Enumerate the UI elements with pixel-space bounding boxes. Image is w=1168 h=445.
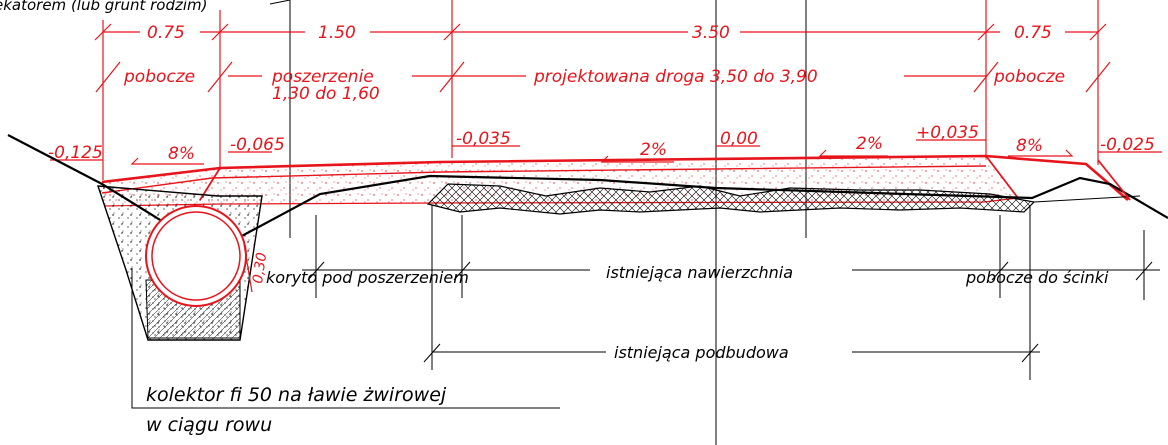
- collector-pipe-inner: [151, 211, 241, 301]
- label-nawierzchnia: istniejąca nawierzchnia: [606, 263, 793, 282]
- slope-label: 2%: [640, 140, 667, 160]
- dimension-label: 0.75: [147, 23, 185, 43]
- dimension-label: 0.75: [1014, 23, 1052, 43]
- dimension-label: 3.50: [692, 23, 730, 43]
- collector-leader-line: [131, 268, 560, 409]
- zone-label-lines: [95, 61, 1111, 93]
- zone-label-poszerzenie: poszerzenie: [271, 67, 374, 87]
- elevation-label: -0,025: [1100, 135, 1155, 155]
- slope-label: 8%: [1016, 136, 1043, 156]
- zone-label-pobocze-right: pobocze: [993, 67, 1065, 87]
- elevation-label: -0,065: [230, 135, 285, 155]
- collector-label-line2: w ciągu rowu: [146, 414, 272, 436]
- zone-label-projektowana: projektowana droga 3,50 do 3,90: [533, 67, 818, 87]
- pavement-top-line: [101, 154, 1129, 201]
- pavement-layer-line: [101, 165, 987, 194]
- right-shoulder-thin: [1033, 195, 1141, 203]
- pipe-depth-leader: [243, 243, 253, 293]
- pipe-depth-label: 0,30: [250, 251, 270, 284]
- label-pobocze-scinki: pobocze do ścinki: [965, 268, 1109, 287]
- elevation-label: -0,035: [456, 129, 511, 149]
- dimension-label: 1.50: [318, 23, 356, 43]
- zone-label-poszerzenie-range: 1,30 do 1,60: [272, 84, 380, 104]
- label-koryto: koryto pod poszerzeniem: [266, 268, 469, 287]
- label-podbudowa: istniejąca podbudowa: [614, 343, 789, 362]
- elevation-label: +0,035: [916, 123, 979, 143]
- dimension-verticals: [102, 0, 1099, 180]
- dimension-row: [94, 23, 1107, 41]
- elevation-label: -0,125: [48, 143, 103, 163]
- slope-label: 8%: [168, 144, 195, 164]
- elevation-label: 0,00: [720, 129, 758, 149]
- elevation-leaders: [50, 139, 1162, 161]
- header-partial-text: ekatorem (lub grunt rodzim): [0, 0, 207, 14]
- layer-dimension-lines: [302, 205, 1160, 380]
- collector-label-line1: kolektor fi 50 na ławie żwirowej: [146, 384, 447, 406]
- zone-label-pobocze-left: pobocze: [123, 67, 195, 87]
- header-leader-line: [269, 0, 291, 5]
- slope-label: 2%: [856, 134, 883, 154]
- right-ditch-red: [1097, 159, 1131, 201]
